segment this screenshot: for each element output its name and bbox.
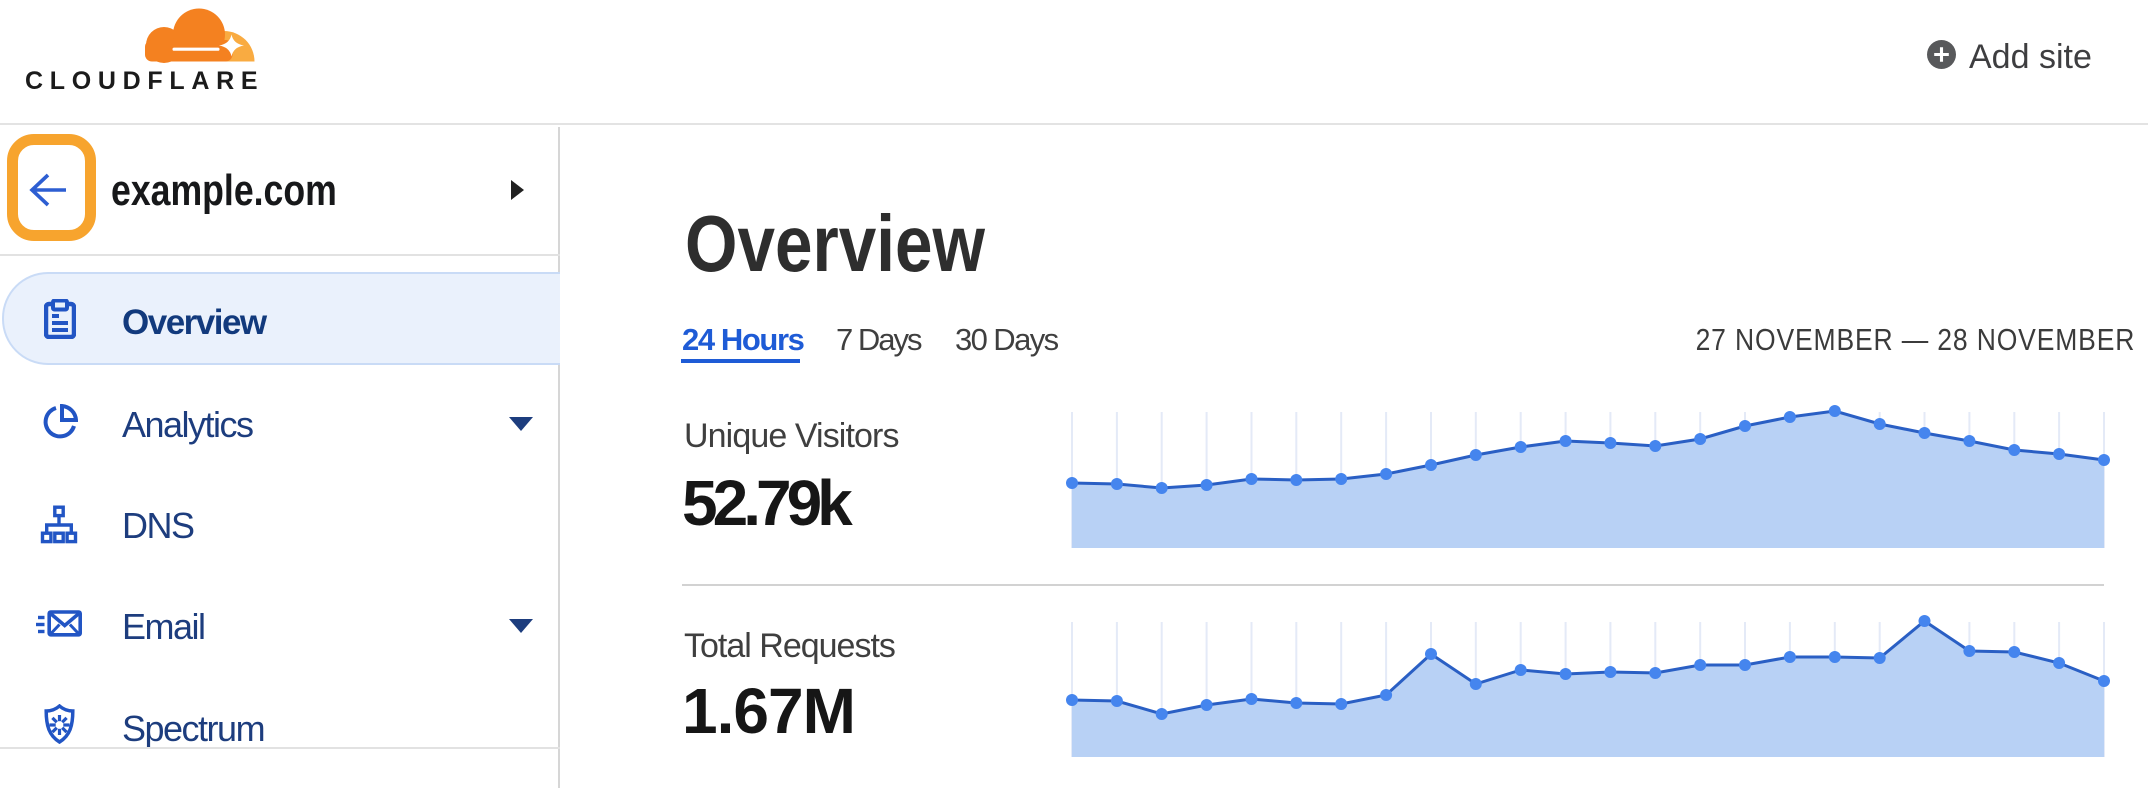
svg-text:CLOUDFLARE: CLOUDFLARE <box>25 67 264 95</box>
